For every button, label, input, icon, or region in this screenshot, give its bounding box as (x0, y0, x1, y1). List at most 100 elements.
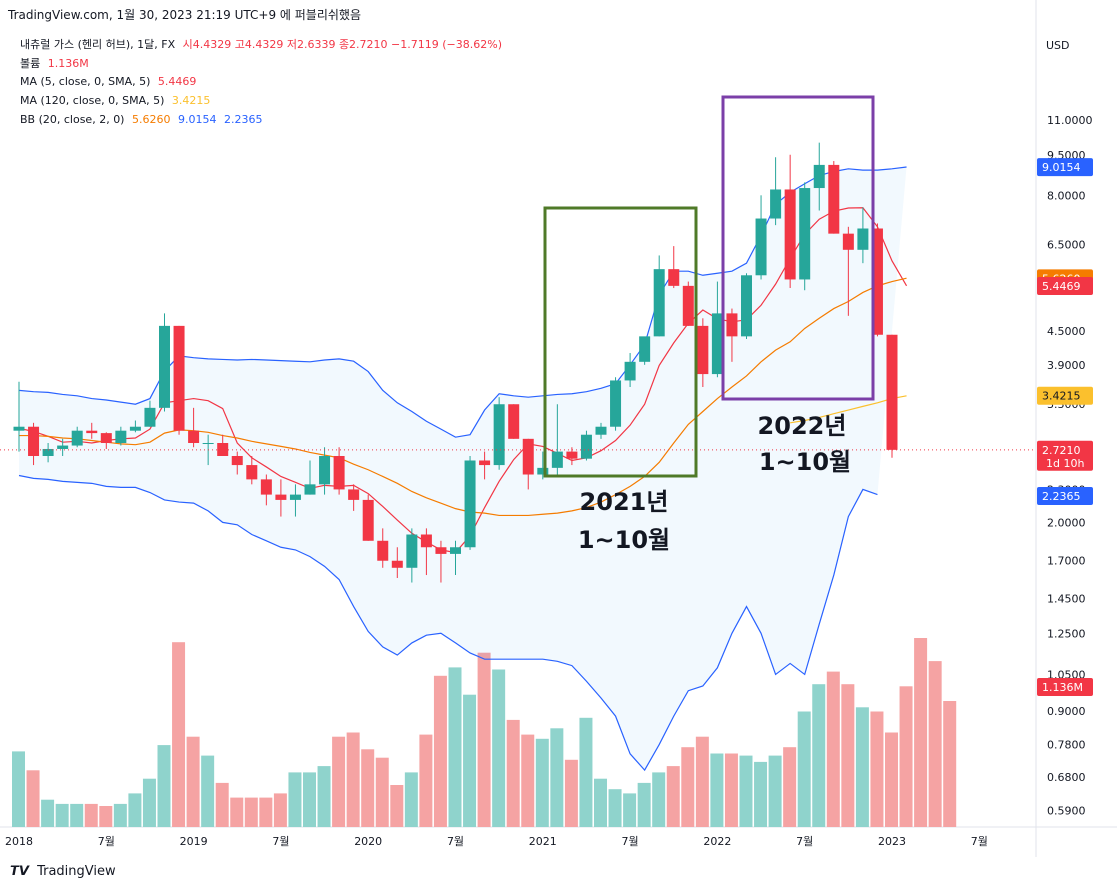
volume-tag (1037, 678, 1093, 696)
y-tick-label: 0.7800 (1047, 739, 1086, 752)
candle-body (57, 445, 69, 449)
candle-body (580, 434, 592, 459)
volume-bar (681, 747, 695, 827)
volume-bar (724, 753, 738, 827)
volume-bar (157, 745, 171, 827)
candle-body (159, 325, 170, 408)
volume-bar (259, 797, 273, 827)
volume-bar (855, 707, 869, 827)
tradingview-footer[interactable]: 𝙏𝙑 TradingView (10, 864, 116, 879)
volume-bar (201, 755, 215, 827)
volume-bar (390, 785, 404, 827)
volume-label: 볼륨 (20, 57, 41, 70)
candle-body (435, 547, 447, 554)
box2021-label-year: 2021년 (580, 488, 669, 516)
volume-bar (492, 669, 506, 827)
candle-body (115, 430, 127, 444)
volume-bar (521, 734, 535, 827)
x-tick-label: 7월 (98, 835, 115, 848)
y-tick-label: 11.0000 (1047, 114, 1093, 127)
volume-bar (273, 793, 287, 827)
candle-body (886, 334, 898, 450)
symbol-name: 내츄럴 가스 (헨리 허브), 1달, FX (20, 38, 176, 51)
volume-bar (652, 772, 666, 827)
y-tick-label: 4.5000 (1047, 325, 1086, 338)
ma5-label: MA (5, close, 0, SMA, 5) (20, 75, 151, 88)
y-tick-label: 1.2500 (1047, 627, 1086, 640)
volume-bar (419, 734, 433, 827)
candle-body (697, 325, 709, 375)
volume-bar (826, 671, 840, 827)
candle-body (799, 188, 811, 280)
volume-bar (899, 686, 913, 827)
candle-body (362, 499, 374, 541)
candle-body (246, 465, 258, 480)
candle-body (755, 218, 767, 276)
volume-bar (608, 789, 622, 827)
legend-symbol-row: 내츄럴 가스 (헨리 허브), 1달, FX 시4.4329 고4.4329 저… (20, 36, 506, 52)
volume-bar (142, 778, 156, 827)
y-tick-label: 0.5900 (1047, 804, 1086, 817)
volume-bar (535, 738, 549, 827)
volume-tag-label: 1.136M (1042, 681, 1083, 694)
volume-bar (928, 661, 942, 827)
candle-body (857, 228, 869, 250)
volume-bar (637, 782, 651, 827)
volume-bar (768, 755, 782, 827)
candle-body (144, 407, 156, 427)
volume-bar (346, 732, 360, 827)
volume-value: 1.136M (47, 57, 89, 70)
footer-brand: TradingView (37, 864, 116, 879)
price-tag-label: 9.0154 (1042, 161, 1081, 174)
price-tag-label: 5.4469 (1042, 280, 1081, 293)
candle-body (624, 361, 636, 381)
candle-body (202, 443, 214, 445)
volume-bar (41, 799, 55, 827)
y-tick-label: 8.0000 (1047, 189, 1086, 202)
price-tag-label: 2.7210 (1042, 444, 1081, 457)
candle-body (842, 233, 854, 250)
volume-bar (594, 778, 607, 827)
candle-body (566, 451, 578, 459)
candle-body (100, 433, 112, 444)
candle-body (784, 189, 796, 280)
volume-bar (303, 772, 316, 827)
candle-body (464, 460, 476, 548)
x-tick-label: 2023 (878, 835, 906, 848)
candle-body (828, 164, 840, 234)
bb-lower-value: 2.2365 (223, 113, 263, 126)
volume-bar (841, 684, 855, 827)
y-tick-label: 3.9000 (1047, 359, 1086, 372)
ma120-value: 3.4215 (171, 94, 211, 107)
highlight-box-2021 (543, 206, 698, 478)
x-tick-label: 7월 (971, 835, 988, 848)
volume-bar (943, 701, 957, 827)
candle-body (508, 404, 520, 439)
candle-body (28, 426, 40, 456)
candle-body (871, 228, 883, 335)
x-tick-label: 7월 (447, 835, 464, 848)
volume-bar (550, 728, 564, 827)
candle-body (377, 540, 389, 561)
candle-body (420, 534, 432, 548)
volume-bar (477, 652, 491, 827)
candle-body (275, 494, 287, 500)
legend-ma120-row: MA (120, close, 0, SMA, 5) 3.4215 (20, 94, 214, 107)
volume-bar (186, 736, 200, 827)
x-tick-label: 2018 (5, 835, 33, 848)
ma120-label: MA (120, close, 0, SMA, 5) (20, 94, 165, 107)
candle-body (479, 460, 491, 466)
volume-bar (70, 803, 84, 827)
legend-volume-row: 볼륨 1.136M (20, 55, 93, 71)
ohlc-values: 시4.4329 고4.4329 저2.6339 종2.7210 −1.7119 … (182, 38, 502, 51)
volume-bar (914, 638, 928, 827)
ma5-value: 5.4469 (157, 75, 197, 88)
volume-bar (99, 806, 113, 827)
candle-body (711, 313, 723, 375)
volume-bar (55, 803, 69, 827)
bb-basis-line (19, 277, 907, 517)
price-tag (1037, 487, 1093, 506)
candle-body (595, 426, 607, 435)
volume-bar (26, 770, 40, 827)
